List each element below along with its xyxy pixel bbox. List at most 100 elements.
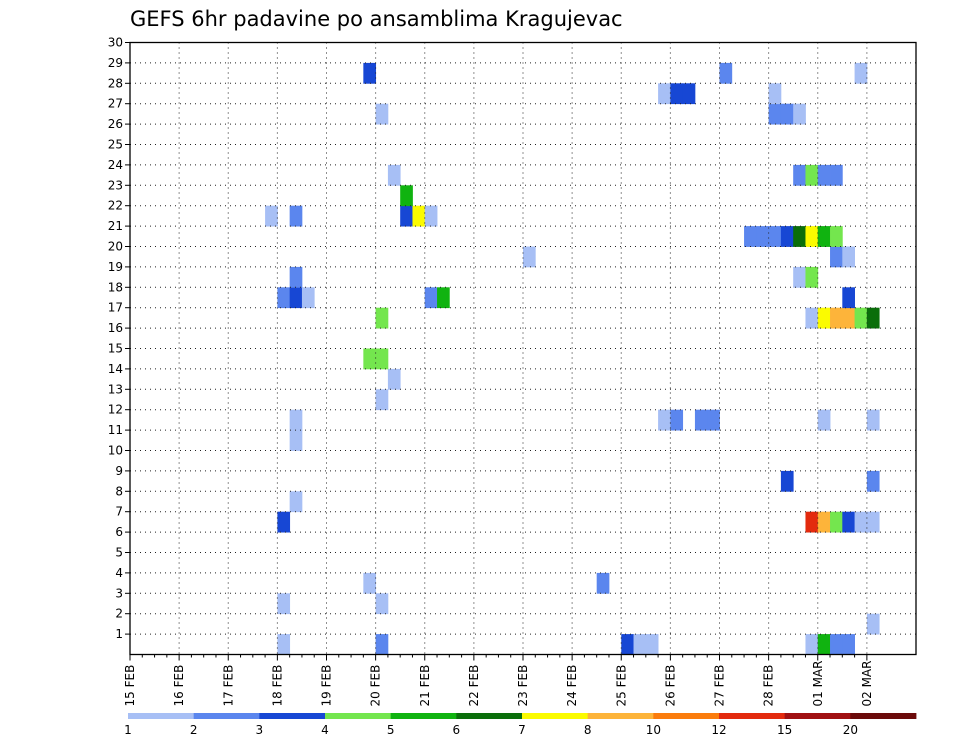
heatmap-cell bbox=[412, 205, 426, 227]
heatmap-cell bbox=[363, 62, 377, 84]
y-tick-label: 24 bbox=[108, 158, 123, 172]
heatmap-cell bbox=[289, 409, 303, 431]
legend-swatch bbox=[850, 713, 917, 719]
heatmap-cell bbox=[289, 491, 303, 513]
heatmap-cell bbox=[780, 470, 794, 492]
y-tick-label: 5 bbox=[115, 546, 123, 560]
y-tick-label: 11 bbox=[108, 423, 123, 437]
chart-title: GEFS 6hr padavine po ansamblima Kragujev… bbox=[130, 7, 623, 31]
x-axis: 15 FEB 16 FEB 17 FEB 18 FEB 19 FEB 20 FEB 21 F… bbox=[123, 654, 874, 707]
legend-label: 20 bbox=[843, 723, 858, 737]
heatmap-cell bbox=[793, 164, 806, 186]
heatmap-cell bbox=[805, 634, 819, 655]
heatmap-cell bbox=[424, 205, 438, 227]
y-tick-label: 20 bbox=[108, 240, 123, 254]
heatmap-cell bbox=[756, 226, 770, 247]
heatmap-cell bbox=[780, 226, 794, 247]
heatmap-cell bbox=[363, 348, 377, 370]
heatmap-cell bbox=[596, 572, 610, 594]
legend-label: 2 bbox=[190, 723, 198, 737]
x-tick-label: 22 FEB bbox=[467, 665, 481, 707]
y-axis: 1234567891011121314151617181920212223242… bbox=[108, 36, 130, 641]
heatmap-cell bbox=[658, 83, 671, 105]
legend-label: 5 bbox=[387, 723, 395, 737]
x-tick-label: 25 FEB bbox=[614, 665, 628, 707]
y-tick-label: 15 bbox=[108, 342, 123, 356]
heatmap-cell bbox=[842, 511, 855, 533]
heatmap-cell bbox=[670, 409, 684, 431]
heatmap-cell bbox=[400, 205, 413, 227]
y-tick-label: 28 bbox=[108, 76, 123, 90]
heatmap-cell bbox=[375, 307, 389, 329]
heatmap-cell bbox=[375, 103, 389, 125]
y-tick-label: 10 bbox=[108, 444, 123, 458]
heatmap-cell bbox=[694, 409, 708, 431]
legend-swatch bbox=[193, 713, 260, 719]
legend-label: 15 bbox=[777, 723, 792, 737]
heatmap-cell bbox=[707, 409, 720, 431]
legend-label: 4 bbox=[321, 723, 329, 737]
color-legend: 1 2 3 4 5 6 7 8 10 12 15 20 bbox=[124, 713, 917, 737]
heatmap-cell bbox=[289, 266, 303, 288]
legend-label: 8 bbox=[584, 723, 592, 737]
x-tick-label: 01 MAR bbox=[811, 661, 825, 707]
heatmap-cell bbox=[842, 246, 855, 268]
heatmap-cell bbox=[805, 511, 819, 533]
heatmap-cell bbox=[866, 511, 880, 533]
heatmap-cell bbox=[375, 389, 389, 411]
legend-swatch bbox=[325, 713, 392, 719]
grid-lines bbox=[130, 42, 916, 655]
heatmap-cell bbox=[682, 83, 696, 105]
heatmap-cell bbox=[842, 307, 855, 329]
heatmap-cell bbox=[866, 613, 880, 635]
heatmap-cell bbox=[830, 226, 843, 247]
heatmap-cell bbox=[277, 593, 291, 615]
heatmap-cell bbox=[866, 470, 880, 492]
heatmap-cell bbox=[424, 287, 438, 309]
legend-swatch bbox=[522, 713, 589, 719]
y-tick-label: 16 bbox=[108, 321, 123, 335]
legend-swatch bbox=[653, 713, 720, 719]
heatmap-cell bbox=[621, 634, 634, 655]
y-tick-label: 27 bbox=[108, 97, 123, 111]
heatmap-cell bbox=[437, 287, 450, 309]
y-tick-label: 12 bbox=[108, 403, 123, 417]
y-tick-label: 23 bbox=[108, 178, 123, 192]
x-tick-label: 20 FEB bbox=[369, 665, 383, 707]
x-tick-label: 15 FEB bbox=[123, 665, 137, 707]
heatmap-cell bbox=[719, 62, 733, 84]
heatmap-cell bbox=[277, 287, 291, 309]
x-tick-label: 21 FEB bbox=[418, 665, 432, 707]
legend-swatch bbox=[456, 713, 523, 719]
heatmap-cell bbox=[289, 430, 303, 451]
legend-label: 10 bbox=[646, 723, 661, 737]
heatmap-cell bbox=[780, 103, 794, 125]
heatmap-cell bbox=[866, 307, 880, 329]
heatmap-cell bbox=[842, 634, 855, 655]
heatmap-cell bbox=[830, 164, 843, 186]
x-tick-label: 18 FEB bbox=[270, 665, 284, 707]
x-tick-label: 02 MAR bbox=[860, 661, 874, 707]
heatmap-cell bbox=[363, 572, 377, 594]
heatmap-cell bbox=[645, 634, 659, 655]
y-tick-label: 30 bbox=[108, 36, 123, 50]
heatmap-cell bbox=[744, 226, 757, 247]
heatmap-cell bbox=[805, 307, 819, 329]
y-tick-label: 8 bbox=[115, 484, 123, 498]
x-tick-label: 16 FEB bbox=[172, 665, 186, 707]
legend-label: 12 bbox=[711, 723, 726, 737]
heatmap-cell bbox=[277, 511, 291, 533]
heatmap-cell bbox=[793, 103, 806, 125]
heatmap-cell bbox=[768, 83, 782, 105]
y-tick-label: 1 bbox=[115, 627, 123, 641]
heatmap-cell bbox=[830, 511, 843, 533]
x-tick-label: 26 FEB bbox=[663, 665, 677, 707]
y-tick-label: 25 bbox=[108, 138, 123, 152]
y-tick-label: 17 bbox=[108, 301, 123, 315]
heatmap-cell bbox=[854, 62, 868, 84]
heatmap-cell bbox=[805, 226, 819, 247]
y-tick-label: 7 bbox=[115, 505, 123, 519]
heatmap-cell bbox=[854, 511, 868, 533]
heatmap-cell bbox=[265, 205, 278, 227]
